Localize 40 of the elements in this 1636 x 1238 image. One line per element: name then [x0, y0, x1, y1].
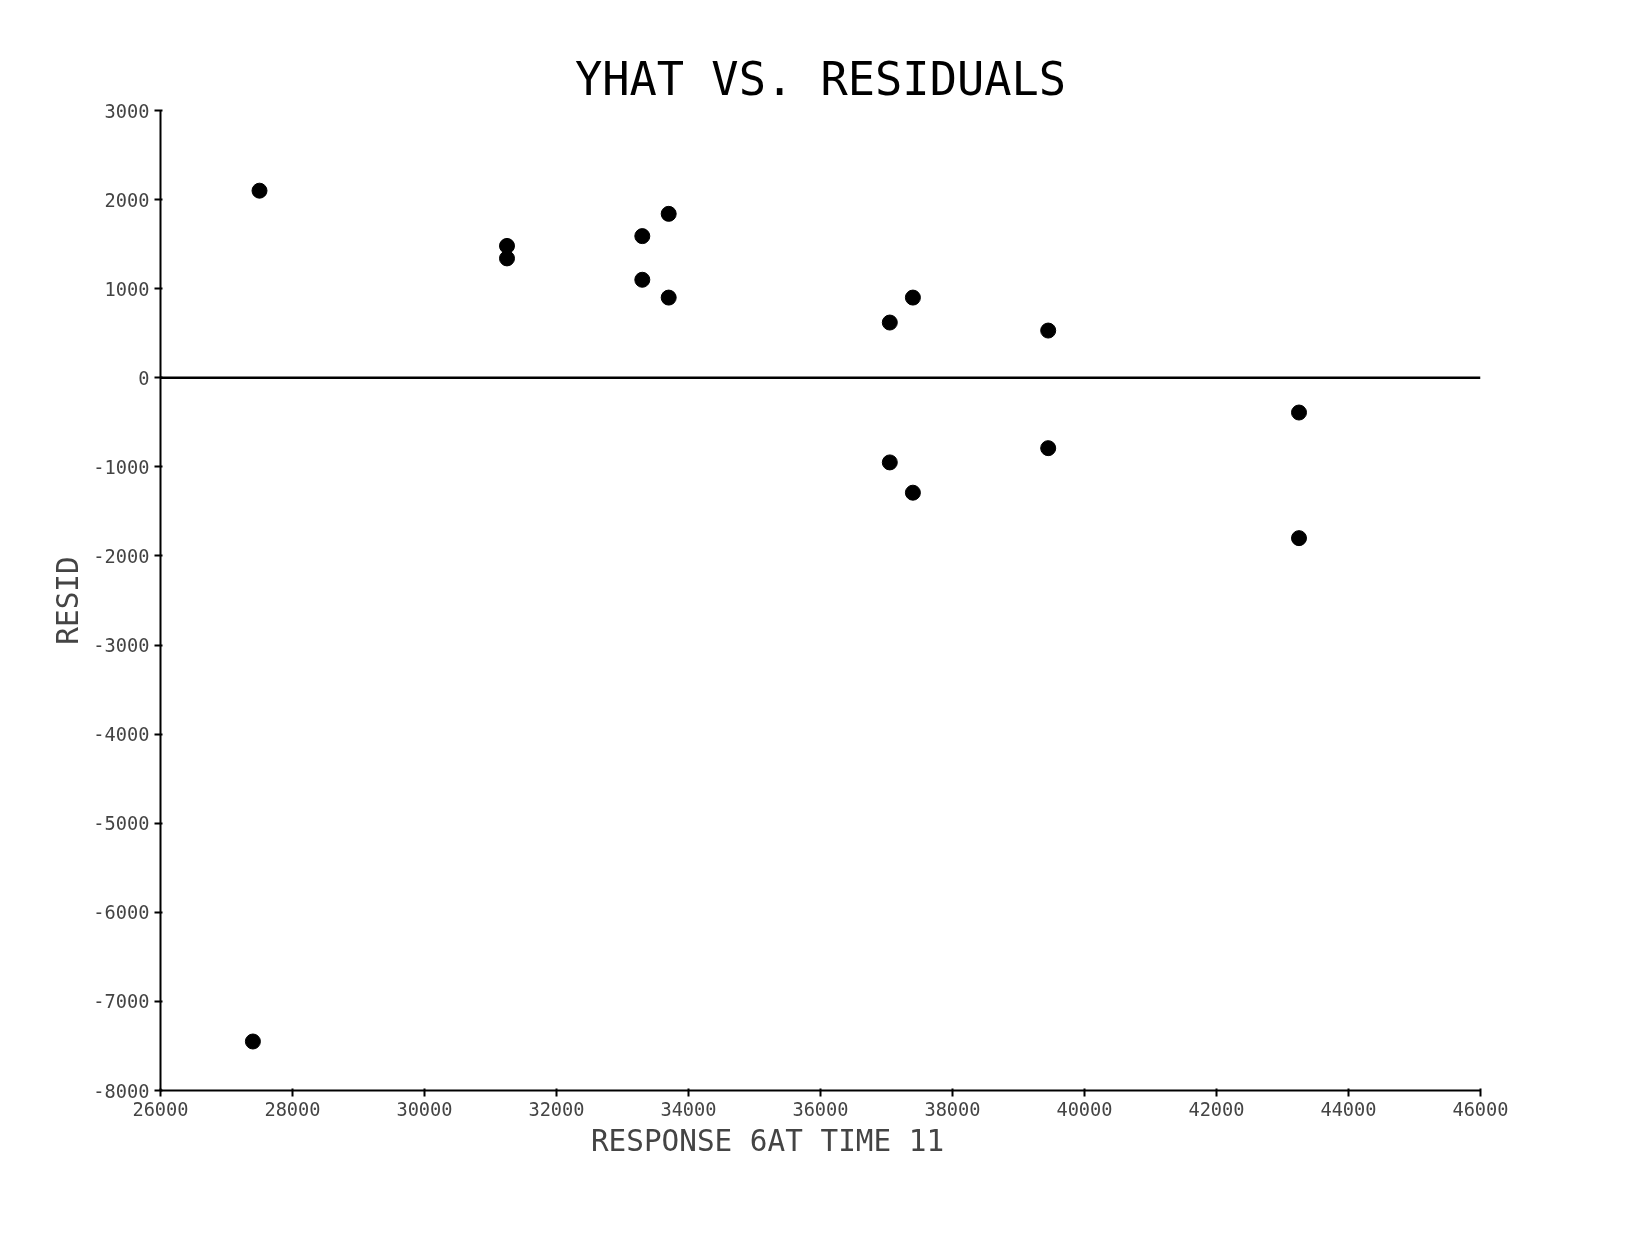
- point: [1040, 322, 1057, 339]
- x-tick-label: 40000: [1056, 1098, 1113, 1120]
- x-tick-label: 44000: [1320, 1098, 1377, 1120]
- chart-title: YHAT VS. RESIDUALS: [574, 52, 1067, 106]
- x-tick-label: 42000: [1188, 1098, 1245, 1120]
- y-tick-label: -5000: [93, 813, 150, 835]
- point: [904, 484, 921, 501]
- y-tick-label: -1000: [93, 456, 150, 478]
- y-tick-label: -2000: [93, 545, 150, 567]
- y-tick-label: -7000: [93, 991, 150, 1013]
- x-tick-label: 46000: [1452, 1098, 1509, 1120]
- point: [1291, 404, 1307, 421]
- y-tick-label: 2000: [104, 189, 150, 211]
- x-tick-label: 28000: [264, 1098, 321, 1120]
- y-tick-label: 3000: [104, 100, 150, 122]
- x-tick-label: 32000: [528, 1098, 585, 1120]
- point: [660, 289, 677, 306]
- point: [499, 237, 515, 254]
- point: [634, 271, 651, 288]
- x-tick-label: 30000: [396, 1098, 453, 1120]
- point: [251, 182, 268, 199]
- x-axis-title: RESPONSE 6AT TIME 11: [590, 1123, 945, 1158]
- point: [904, 289, 921, 306]
- point: [1040, 440, 1057, 457]
- x-tick-label: 34000: [660, 1098, 717, 1120]
- point: [244, 1033, 261, 1050]
- y-tick-label: -4000: [93, 724, 150, 746]
- x-tick-label: 38000: [924, 1098, 981, 1120]
- point: [660, 205, 677, 222]
- y-tick-label: -3000: [93, 635, 150, 657]
- point: [634, 228, 651, 245]
- x-tick-label: 36000: [792, 1098, 849, 1120]
- y-tick-label: 1000: [104, 278, 150, 300]
- y-axis-title: RESID: [51, 556, 86, 645]
- y-tick-label: -6000: [93, 902, 150, 924]
- point: [1291, 530, 1307, 547]
- y-tick-label: 0: [138, 367, 150, 389]
- point: [881, 314, 898, 331]
- point: [881, 454, 898, 471]
- point: [499, 250, 515, 267]
